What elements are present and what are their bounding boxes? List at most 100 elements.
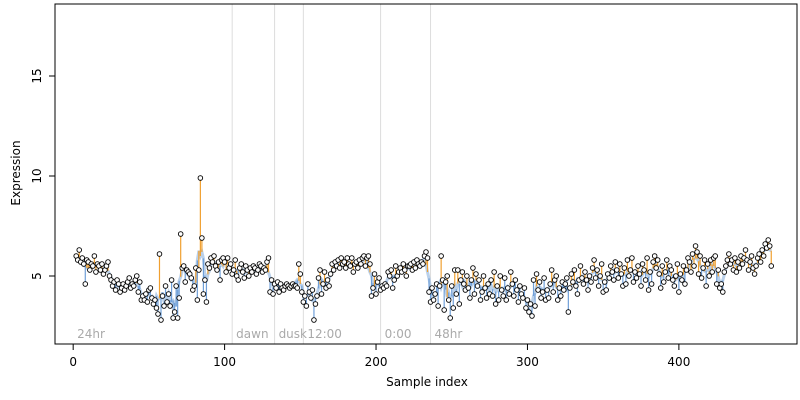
data-point: [467, 295, 473, 301]
data-point: [105, 259, 111, 265]
data-point: [355, 265, 361, 271]
data-point: [297, 271, 304, 277]
data-point: [614, 267, 620, 273]
data-point: [508, 269, 514, 275]
data-point: [512, 277, 519, 283]
x-tick-label: 100: [213, 355, 236, 369]
data-point: [232, 257, 238, 263]
data-point: [492, 301, 499, 307]
data-point: [144, 299, 151, 305]
data-point: [585, 287, 591, 293]
data-point: [436, 283, 443, 289]
data-point: [662, 269, 669, 275]
data-point: [200, 291, 207, 297]
data-point: [653, 265, 659, 271]
data-point: [305, 281, 311, 287]
data-point: [723, 263, 729, 269]
data-point: [294, 285, 301, 291]
data-point: [598, 261, 605, 267]
data-point: [350, 269, 357, 275]
data-point: [445, 297, 452, 303]
data-point: [541, 275, 547, 281]
phase-label: 12:00: [307, 327, 342, 341]
data-point: [700, 265, 706, 271]
data-point: [81, 261, 87, 267]
data-point: [745, 267, 752, 273]
data-point: [520, 295, 526, 301]
data-point: [430, 297, 437, 303]
data-point: [511, 293, 517, 299]
y-tick-label: 15: [30, 68, 44, 83]
data-point: [471, 291, 478, 297]
data-point: [162, 283, 169, 289]
data-point: [503, 297, 510, 303]
data-point: [246, 273, 252, 279]
data-point: [485, 281, 491, 287]
data-point: [558, 293, 564, 299]
data-point: [766, 243, 773, 249]
data-point: [673, 273, 679, 279]
data-point: [217, 277, 223, 283]
data-point: [164, 299, 170, 305]
data-point: [698, 275, 705, 281]
data-point: [567, 285, 573, 291]
data-point: [742, 247, 749, 253]
data-point: [683, 267, 690, 273]
data-point: [632, 269, 638, 275]
x-tick-label: 400: [667, 355, 690, 369]
data-point: [479, 289, 485, 295]
data-point: [573, 283, 579, 289]
phase-label: dusk: [279, 327, 307, 341]
data-point: [474, 283, 481, 289]
data-point: [665, 275, 672, 281]
data-point: [517, 283, 523, 289]
data-point: [435, 303, 441, 309]
data-point: [227, 261, 234, 267]
data-point: [209, 259, 216, 265]
data-point: [697, 253, 703, 259]
data-point: [539, 289, 546, 295]
data-point: [317, 267, 323, 273]
data-point: [495, 297, 502, 303]
data-point: [562, 281, 569, 287]
data-point: [76, 247, 82, 253]
data-point: [759, 247, 765, 253]
data-point: [202, 277, 208, 283]
data-point: [342, 265, 349, 271]
data-point: [309, 287, 316, 293]
data-point: [739, 261, 746, 267]
data-point: [311, 317, 317, 323]
data-point: [538, 295, 544, 301]
data-point: [670, 277, 676, 283]
data-point: [679, 277, 685, 283]
data-point: [153, 305, 160, 311]
data-point: [638, 283, 644, 289]
data-point: [403, 273, 410, 279]
data-point: [621, 265, 628, 271]
phase-label: 24hr: [77, 327, 105, 341]
data-point: [90, 263, 96, 269]
data-point: [161, 303, 167, 309]
data-point: [664, 257, 670, 263]
data-point: [143, 291, 149, 297]
data-point: [420, 261, 426, 267]
data-point: [312, 301, 319, 307]
data-point: [135, 289, 142, 295]
data-point: [494, 283, 500, 289]
data-point: [718, 281, 725, 287]
data-point: [756, 251, 762, 257]
data-point: [589, 265, 596, 271]
data-point: [591, 257, 597, 263]
data-point: [505, 285, 511, 291]
data-point: [556, 285, 563, 291]
data-point: [211, 253, 217, 259]
data-point: [609, 269, 616, 275]
data-point: [230, 267, 237, 273]
data-point: [344, 255, 351, 261]
data-point: [206, 265, 213, 271]
x-tick-label: 0: [69, 355, 77, 369]
data-point: [177, 231, 184, 237]
data-point: [156, 251, 163, 257]
data-point: [577, 263, 584, 269]
data-point: [438, 253, 444, 259]
